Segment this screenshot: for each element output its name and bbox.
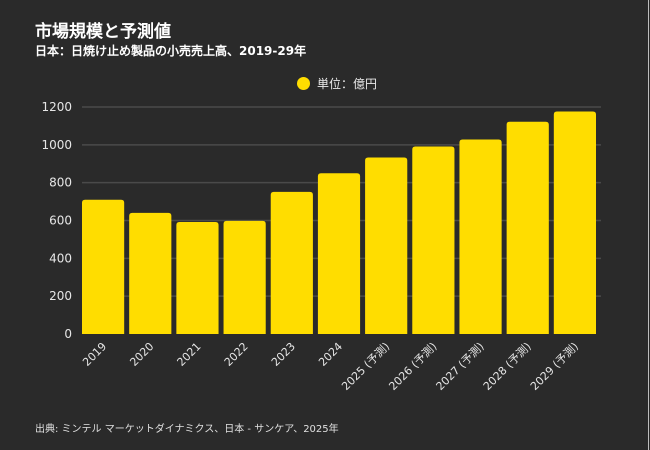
bar (129, 212, 172, 334)
bar (506, 121, 549, 334)
y-tick-label: 400 (49, 251, 72, 265)
chart-subtitle: 日本：日焼け止め製品の小売売上高、2019-29年 (35, 44, 307, 58)
chart-title: 市場規模と予測値 (35, 22, 171, 42)
y-tick-label: 200 (49, 289, 72, 303)
legend: 単位：億円 (297, 75, 377, 92)
x-tick-label: 2021 (175, 340, 204, 369)
bars (82, 111, 596, 334)
x-tick-label: 2029 (予測) (527, 339, 581, 393)
bar (317, 173, 361, 334)
bar (223, 220, 266, 334)
bar (553, 111, 596, 334)
bar (459, 139, 502, 334)
y-tick-label: 600 (49, 214, 72, 228)
x-tick-label: 2025 (予測) (339, 339, 393, 393)
bar (176, 222, 219, 334)
bar (82, 199, 125, 334)
x-tick-label: 2020 (127, 340, 156, 369)
x-tick-label: 2026 (予測) (386, 339, 440, 393)
y-tick-label: 1000 (41, 138, 72, 152)
x-tick-label: 2022 (222, 340, 251, 369)
y-tick-label: 800 (49, 176, 72, 190)
x-tick-label: 2028 (予測) (480, 339, 534, 393)
x-tick-label: 2024 (316, 340, 345, 369)
y-tick-label: 0 (64, 327, 72, 341)
bar (270, 191, 313, 334)
y-axis-ticks: 0 200 400 600 800 1000 1200 (41, 100, 72, 341)
x-tick-label: 2019 (80, 340, 109, 369)
bar (365, 157, 408, 334)
bar (412, 146, 455, 334)
legend-swatch (297, 77, 310, 90)
source-note: 出典: ミンテル マーケットダイナミクス、日本 - サンケア、2025年 (35, 424, 339, 435)
x-tick-label: 2023 (269, 340, 298, 369)
legend-label: 単位：億円 (317, 77, 378, 91)
x-tick-label: 2027 (予測) (433, 339, 487, 393)
y-tick-label: 1200 (41, 100, 72, 114)
